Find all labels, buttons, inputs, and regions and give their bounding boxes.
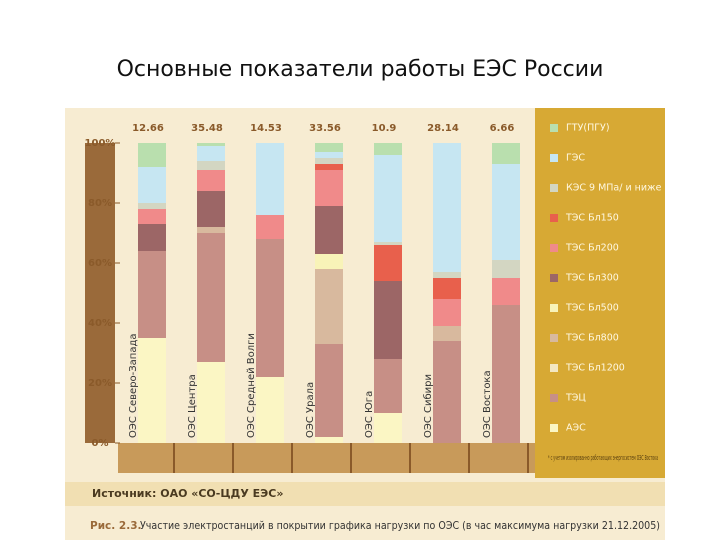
legend-label: ГЭС	[566, 153, 585, 164]
total-label: 33.56	[309, 123, 341, 134]
slide-title: Основные показатели работы ЕЭС России	[117, 57, 604, 82]
legend-swatch	[550, 124, 558, 132]
y-tick-label: 80%	[88, 198, 112, 209]
legend-label: ТЭС Бл500	[565, 303, 619, 314]
x-tick-label: ОЭС Сибири	[423, 374, 434, 438]
caption-label: Рис. 2.3.	[90, 520, 142, 532]
legend-label: АЭС	[566, 423, 586, 434]
bar-segment	[433, 143, 461, 272]
bar-segment	[374, 359, 402, 413]
y-tick-label: 100%	[85, 138, 116, 149]
caption: Участие электростанций в покрытии график…	[140, 520, 660, 532]
legend-swatch	[550, 154, 558, 162]
x-tick-label: ОЭС Востока	[482, 370, 493, 438]
x-tick-label: ОЭС Юга	[364, 391, 375, 438]
source: Источник: ОАО «СО-ЦДУ ЕЭС»	[92, 487, 283, 500]
legend-label: ТЭЦ	[565, 393, 586, 404]
bar-segment	[138, 224, 166, 251]
x-tick-label: ОЭС Северо-Запада	[128, 333, 139, 438]
bar-segment	[138, 251, 166, 338]
bar-segment	[492, 143, 520, 164]
legend-swatch	[550, 244, 558, 252]
bar-segment	[374, 155, 402, 242]
bar-segment	[374, 242, 402, 245]
bar-segment	[315, 254, 343, 269]
bar-segment	[197, 146, 225, 161]
y-tick-label: 20%	[88, 378, 112, 389]
legend-label: ГТУ(ПГУ)	[566, 123, 610, 134]
total-label: 28.14	[427, 123, 459, 134]
legend-swatch	[550, 334, 558, 342]
bar-segment	[433, 326, 461, 341]
bar-segment	[433, 272, 461, 278]
legend-label: КЭС 9 МПа/ и ниже	[566, 183, 662, 194]
note: * с учетом изолированно работающих энерг…	[548, 454, 658, 462]
bar-segment	[433, 299, 461, 326]
legend-label: ТЭС Бл200	[565, 243, 619, 254]
bar-segment	[256, 215, 284, 239]
bar-segment	[256, 377, 284, 443]
bar-segment	[315, 437, 343, 443]
x-tick-label: ОЭС Урала	[305, 382, 316, 438]
bar-segment	[138, 338, 166, 443]
bottom-strip	[118, 443, 535, 473]
legend-swatch	[550, 184, 558, 192]
bar-segment	[256, 143, 284, 215]
bar-segment	[315, 170, 343, 206]
bar-segment	[256, 239, 284, 377]
bar-segment	[433, 341, 461, 443]
y-tick-label: 60%	[88, 258, 112, 269]
y-tick-label: 40%	[88, 318, 112, 329]
bar-segment	[492, 260, 520, 278]
total-label: 6.66	[490, 123, 515, 134]
bar-segment	[492, 305, 520, 443]
bar-segment	[138, 209, 166, 224]
bar-segment	[197, 170, 225, 191]
x-tick-label: ОЭС Центра	[187, 374, 198, 438]
total-label: 12.66	[132, 123, 164, 134]
total-label: 10.9	[372, 123, 397, 134]
y-tick-label: 0%	[92, 438, 109, 449]
bar-segment	[492, 278, 520, 305]
bar-segment	[374, 281, 402, 359]
bar-segment	[197, 143, 225, 146]
bar-segment	[138, 167, 166, 203]
bar-segment	[315, 158, 343, 164]
bar-segment	[315, 152, 343, 158]
legend-swatch	[550, 364, 558, 372]
bar-segment	[197, 161, 225, 170]
legend-swatch	[550, 394, 558, 402]
legend-swatch	[550, 304, 558, 312]
x-tick-label: ОЭС Средней Волги	[246, 333, 257, 438]
legend-label: ТЭС Бл300	[565, 273, 619, 284]
bar-segment	[138, 203, 166, 209]
legend-swatch	[550, 214, 558, 222]
bar-segment	[315, 344, 343, 437]
legend-swatch	[550, 424, 558, 432]
legend-panel	[535, 108, 665, 478]
legend-swatch	[550, 274, 558, 282]
total-label: 14.53	[250, 123, 282, 134]
bar-segment	[315, 269, 343, 344]
bar-segment	[197, 191, 225, 227]
bar-segment	[138, 143, 166, 167]
bar-segment	[315, 143, 343, 152]
bar-segment	[374, 413, 402, 443]
source-band	[65, 482, 665, 506]
bar-segment	[433, 278, 461, 299]
legend-label: ТЭС Бл800	[565, 333, 619, 344]
bar-segment	[197, 233, 225, 362]
bar-segment	[197, 227, 225, 233]
axis-strip	[85, 143, 115, 443]
bar-segment	[315, 206, 343, 254]
bar-segment	[492, 164, 520, 260]
total-label: 35.48	[191, 123, 223, 134]
bar-segment	[315, 164, 343, 170]
bar-segment	[374, 245, 402, 281]
bar-segment	[374, 143, 402, 155]
bar-segment	[197, 362, 225, 443]
legend-label: ТЭС Бл150	[565, 213, 619, 224]
legend-label: ТЭС Бл1200	[565, 363, 625, 374]
